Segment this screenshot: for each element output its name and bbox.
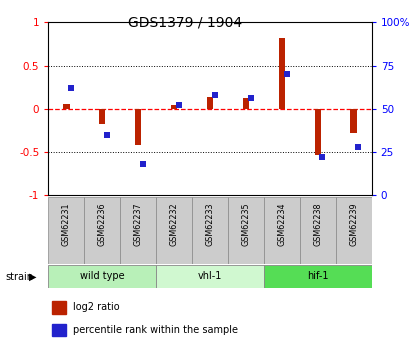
Bar	[243, 98, 249, 109]
Bar	[207, 97, 213, 109]
Bar	[84, 197, 120, 264]
Bar	[278, 38, 285, 109]
Text: GSM62238: GSM62238	[313, 202, 322, 246]
Bar	[48, 197, 84, 264]
Text: GSM62236: GSM62236	[98, 202, 107, 246]
Bar	[99, 109, 105, 124]
Bar	[120, 197, 156, 264]
Bar	[300, 197, 336, 264]
Bar	[336, 197, 372, 264]
Bar	[264, 265, 372, 288]
Bar	[228, 197, 264, 264]
Bar	[351, 109, 357, 133]
Bar	[52, 324, 66, 336]
Text: GDS1379 / 1904: GDS1379 / 1904	[128, 16, 242, 30]
Text: wild type: wild type	[80, 272, 124, 281]
Text: GSM62233: GSM62233	[205, 202, 215, 246]
Text: ▶: ▶	[29, 272, 36, 282]
Text: GSM62234: GSM62234	[277, 202, 286, 246]
Bar	[315, 109, 321, 155]
Text: GSM62239: GSM62239	[349, 202, 358, 246]
Text: percentile rank within the sample: percentile rank within the sample	[73, 325, 238, 335]
Text: log2 ratio: log2 ratio	[73, 303, 119, 313]
Bar	[192, 197, 228, 264]
Text: GSM62237: GSM62237	[134, 202, 143, 246]
Bar	[63, 104, 69, 109]
Text: vhl-1: vhl-1	[198, 272, 222, 281]
Text: hif-1: hif-1	[307, 272, 328, 281]
Text: GSM62231: GSM62231	[62, 202, 71, 246]
Bar	[264, 197, 300, 264]
Text: strain: strain	[5, 272, 33, 282]
Bar	[156, 265, 264, 288]
Text: GSM62235: GSM62235	[241, 202, 250, 246]
Text: GSM62232: GSM62232	[170, 202, 178, 246]
Bar	[171, 105, 177, 109]
Bar	[48, 265, 156, 288]
Bar	[52, 301, 66, 314]
Bar	[135, 109, 142, 145]
Bar	[156, 197, 192, 264]
